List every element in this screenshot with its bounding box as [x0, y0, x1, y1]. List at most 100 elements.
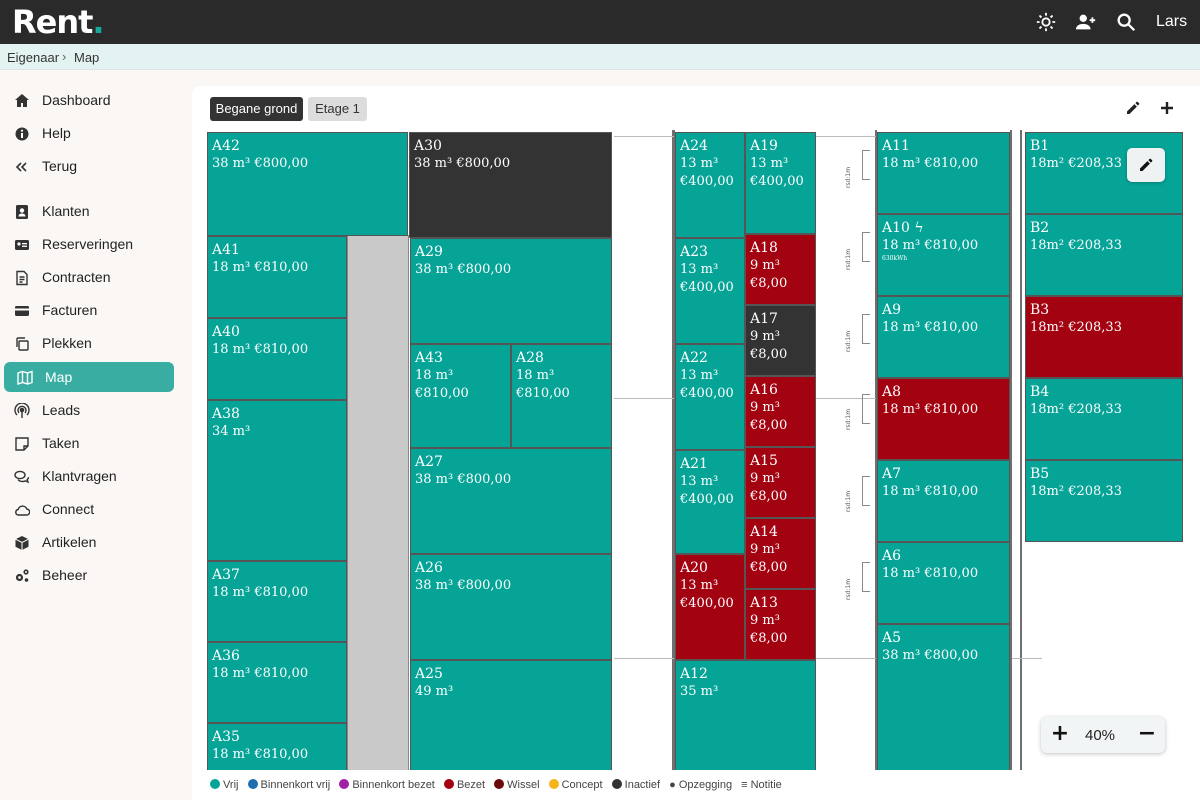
wall — [1010, 130, 1012, 770]
legend-swatch — [210, 779, 220, 789]
unit-tile[interactable]: A30 38 m³ €800,00 — [409, 132, 612, 238]
unit-tile[interactable]: A10 ϟ 18 m³ €810,00 630kWh — [877, 214, 1010, 296]
credit-card-icon — [14, 303, 30, 319]
floor-map: rsd:1m rsd:1m rsd:1m rsd:1m rsd:1m rsd:1… — [200, 130, 1200, 770]
unit-tile[interactable]: A43 18 m³ €810,00 — [410, 344, 511, 448]
sidebar-item-klantvragen[interactable]: Klantvragen — [4, 461, 174, 491]
breadcrumb-item-eigenaar[interactable]: Eigenaar — [7, 50, 60, 65]
sidebar-item-map[interactable]: Map — [4, 362, 174, 392]
unit-tile[interactable]: A5 38 m³ €800,00 — [877, 624, 1010, 770]
floor-tab-begane-grond[interactable]: Begane grond — [210, 97, 303, 121]
sidebar-item-leads[interactable]: Leads — [4, 395, 174, 425]
legend-item: ● Opzegging — [669, 779, 732, 791]
sidebar-item-label: Klantvragen — [42, 468, 117, 484]
unit-info: 35 m³ — [680, 684, 719, 699]
box-icon — [14, 535, 30, 551]
unit-tile[interactable]: A6 18 m³ €810,00 — [877, 542, 1010, 624]
unit-tile[interactable]: A29 38 m³ €800,00 — [410, 238, 612, 344]
sidebar-item-connect[interactable]: Connect — [4, 494, 174, 524]
sidebar-item-label: Contracten — [42, 269, 111, 285]
door-bracket — [862, 476, 870, 506]
unit-tile[interactable]: A38 34 m³ — [207, 400, 347, 561]
unit-info: 9 m³ €8,00 — [750, 471, 788, 504]
unit-tile[interactable]: A41 18 m³ €810,00 — [207, 236, 347, 318]
zoom-out-button[interactable]: − — [1137, 721, 1157, 746]
zoom-level: 40% — [1085, 727, 1116, 744]
sidebar-item-help[interactable]: Help — [4, 118, 174, 148]
unit-tile[interactable]: A9 18 m³ €810,00 — [877, 296, 1010, 378]
unit-tile[interactable]: A26 38 m³ €800,00 — [410, 554, 612, 660]
edit-unit-button[interactable] — [1127, 148, 1165, 182]
unit-info: 18 m³ €810,00 — [882, 566, 979, 581]
unit-name: A14 — [750, 524, 778, 540]
unit-info: 18 m³ €810,00 — [882, 156, 979, 171]
map-icon — [17, 370, 33, 386]
pencil-icon — [1140, 158, 1153, 171]
search-icon[interactable] — [1115, 11, 1137, 33]
unit-tile[interactable]: A25 49 m³ — [410, 660, 612, 770]
sidebar-item-klanten[interactable]: Klanten — [4, 196, 174, 226]
unit-tile[interactable]: A12 35 m³ — [675, 660, 816, 770]
unit-tile[interactable]: A40 18 m³ €810,00 — [207, 318, 347, 400]
sidebar-item-label: Taken — [42, 435, 80, 451]
legend-item: Concept — [548, 779, 603, 791]
app-logo[interactable]: Rent. — [12, 3, 105, 41]
unit-name: A10 ϟ — [882, 220, 924, 236]
unit-tile[interactable]: A7 18 m³ €810,00 — [877, 460, 1010, 542]
sidebar-item-terug[interactable]: Terug — [4, 151, 174, 181]
wall — [672, 130, 675, 770]
unit-tile[interactable]: A28 18 m³ €810,00 — [511, 344, 612, 448]
unit-tile[interactable]: A42 38 m³ €800,00 — [207, 132, 408, 236]
unit-tile[interactable]: B4 18m² €208,33 — [1025, 378, 1183, 460]
unit-tile[interactable]: A22 13 m³ €400,00 — [675, 344, 745, 450]
plus-add-icon[interactable] — [1159, 100, 1175, 116]
sidebar-item-reserveringen[interactable]: Reserveringen — [4, 229, 174, 259]
sidebar-item-label: Facturen — [42, 302, 98, 318]
unit-tile[interactable]: A23 13 m³ €400,00 — [675, 238, 745, 344]
sidebar-item-label: Leads — [42, 402, 81, 418]
unit-tile[interactable]: A20 13 m³ €400,00 — [675, 554, 745, 660]
unit-tile[interactable]: B2 18m² €208,33 — [1025, 214, 1183, 296]
unit-tile[interactable]: B5 18m² €208,33 — [1025, 460, 1183, 542]
unit-tile[interactable]: A8 18 m³ €810,00 — [877, 378, 1010, 460]
unit-info: 18 m³ €810,00 — [212, 342, 309, 357]
unit-info: 18 m³ €810,00 — [212, 666, 309, 681]
sidebar-item-taken[interactable]: Taken — [4, 428, 174, 458]
unit-info: 38 m³ €800,00 — [414, 156, 511, 171]
door-line — [614, 136, 674, 137]
breadcrumb-separator: › — [62, 49, 67, 64]
sidebar-item-facturen[interactable]: Facturen — [4, 295, 174, 325]
unit-tile[interactable]: A15 9 m³ €8,00 — [745, 447, 816, 518]
unit-tile[interactable]: A37 18 m³ €810,00 — [207, 561, 347, 642]
add-user-icon[interactable] — [1075, 11, 1097, 33]
unit-tile[interactable]: A21 13 m³ €400,00 — [675, 450, 745, 554]
unit-info: 18m² €208,33 — [1030, 320, 1122, 335]
unit-tile[interactable]: A27 38 m³ €800,00 — [410, 448, 612, 554]
unit-name: A42 — [212, 138, 240, 154]
unit-tile[interactable]: A24 13 m³ €400,00 — [675, 132, 745, 238]
pencil-edit-icon[interactable] — [1125, 100, 1141, 116]
unit-tile[interactable]: A17 9 m³ €8,00 — [745, 305, 816, 376]
settings-gear-icon[interactable] — [1035, 11, 1057, 33]
sidebar-item-contracten[interactable]: Contracten — [4, 262, 174, 292]
unit-tile[interactable]: A16 9 m³ €8,00 — [745, 376, 816, 447]
floor-tab-etage-1[interactable]: Etage 1 — [308, 97, 367, 121]
user-menu[interactable]: Lars — [1156, 13, 1188, 30]
unit-tile[interactable]: A13 9 m³ €8,00 — [745, 589, 816, 660]
unit-tile[interactable]: A19 13 m³ €400,00 — [745, 132, 816, 234]
sidebar-item-artikelen[interactable]: Artikelen — [4, 527, 174, 557]
unit-tile[interactable]: A11 18 m³ €810,00 — [877, 132, 1010, 214]
zoom-in-button[interactable]: + — [1050, 721, 1070, 746]
info-icon — [14, 126, 30, 142]
unit-tile[interactable]: A14 9 m³ €8,00 — [745, 518, 816, 589]
wall — [1020, 130, 1022, 770]
unit-tile[interactable]: A36 18 m³ €810,00 — [207, 642, 347, 723]
unit-tile[interactable]: A18 9 m³ €8,00 — [745, 234, 816, 305]
unit-tile[interactable]: A35 18 m³ €810,00 — [207, 723, 347, 770]
sidebar-item-beheer[interactable]: Beheer — [4, 560, 174, 590]
sidebar-item-plekken[interactable]: Plekken — [4, 328, 174, 358]
unit-info: 49 m³ — [415, 684, 454, 699]
unit-tile[interactable]: B3 18m² €208,33 — [1025, 296, 1183, 378]
unit-info: 13 m³ €400,00 — [680, 578, 734, 611]
sidebar-item-dashboard[interactable]: Dashboard — [4, 85, 174, 115]
